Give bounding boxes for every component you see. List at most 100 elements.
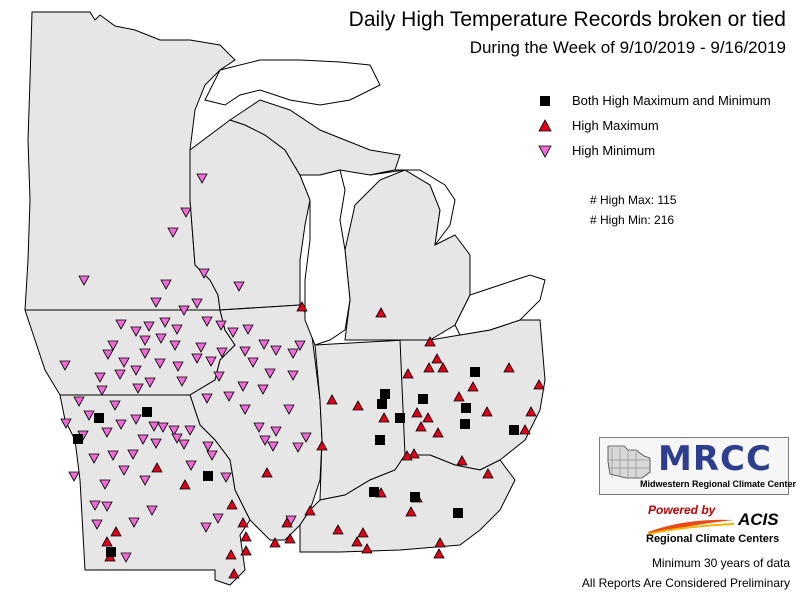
high-minimum-marker [94, 372, 106, 383]
high-minimum-marker [114, 369, 126, 380]
note-minimum-years: Minimum 30 years of data [651, 556, 790, 570]
high-minimum-marker [89, 500, 101, 511]
map-title: Daily High Temperature Records broken or… [348, 8, 786, 31]
high-minimum-marker [257, 384, 269, 395]
high-minimum-marker [107, 340, 119, 351]
high-minimum-marker [191, 353, 203, 364]
high-maximum-marker [432, 427, 444, 438]
high-minimum-marker [233, 281, 245, 292]
high-minimum-marker [139, 348, 151, 359]
high-minimum-marker [154, 358, 166, 369]
high-maximum-marker [110, 526, 122, 537]
high-minimum-marker [287, 370, 299, 381]
high-minimum-marker [171, 433, 183, 444]
high-maximum-marker [296, 301, 308, 312]
high-minimum-marker [195, 342, 207, 353]
high-minimum-marker [242, 324, 254, 335]
high-maximum-marker [405, 506, 417, 517]
high-minimum-marker [157, 422, 169, 433]
high-maximum-marker [151, 462, 163, 473]
high-maximum-marker [240, 531, 252, 542]
both-records-marker [375, 435, 385, 445]
high-minimum-marker [102, 349, 114, 360]
triangle-down-icon [538, 145, 552, 158]
high-maximum-marker [357, 527, 369, 538]
lakes [204, 59, 546, 346]
high-minimum-marker [185, 460, 197, 471]
high-minimum-marker [146, 505, 158, 516]
legend: Both High Maximum and Minimum High Maxim… [538, 88, 771, 163]
high-maximum-marker [228, 568, 240, 579]
high-minimum-marker [115, 319, 127, 330]
high-minimum-marker [292, 442, 304, 453]
high-minimum-marker [253, 422, 265, 433]
high-minimum-marker [60, 418, 72, 429]
high-minimum-marker [73, 396, 85, 407]
high-minimum-marker [267, 441, 279, 452]
high-minimum-marker [139, 475, 151, 486]
high-minimum-marker [202, 441, 214, 452]
acis-swoosh-icon [647, 519, 735, 535]
both-records-marker [460, 419, 470, 429]
state-kentucky [299, 454, 516, 553]
high-minimum-marker [83, 410, 95, 421]
high-minimum-marker [287, 348, 299, 359]
high-maximum-marker [519, 424, 531, 435]
high-minimum-marker [239, 346, 251, 357]
high-minimum-marker [118, 357, 130, 368]
high-minimum-marker [294, 340, 306, 351]
legend-label: Both High Maximum and Minimum [572, 93, 771, 108]
high-maximum-marker [503, 362, 515, 373]
high-minimum-marker [101, 501, 113, 512]
high-minimum-marker [127, 449, 139, 460]
high-minimum-marker [247, 357, 259, 368]
high-minimum-marker [239, 404, 251, 415]
mrcc-logo: MRCC Midwestern Regional Climate Center [599, 437, 796, 495]
high-maximum-marker [456, 455, 468, 466]
high-maximum-marker [482, 468, 494, 479]
high-minimum-marker [171, 324, 183, 335]
triangle-up-icon [538, 118, 552, 131]
high-maximum-marker [431, 353, 443, 364]
high-minimum-marker [137, 434, 149, 445]
lake-erie [454, 274, 546, 336]
high-minimum-marker [201, 393, 213, 404]
high-minimum-marker [101, 427, 113, 438]
high-minimum-marker [96, 385, 108, 396]
both-records-marker [395, 413, 405, 423]
high-minimum-marker [143, 321, 155, 332]
state-iowa [24, 309, 236, 396]
high-minimum-marker [178, 439, 190, 450]
square-icon [540, 95, 550, 106]
both-records-marker [377, 399, 387, 409]
high-maximum-marker [401, 450, 413, 461]
legend-item-high-max: High Maximum [538, 113, 771, 138]
high-minimum-marker [167, 227, 179, 238]
high-minimum-marker [205, 356, 217, 367]
high-maximum-marker [402, 368, 414, 379]
high-minimum-marker [212, 513, 224, 524]
high-minimum-marker [220, 472, 232, 483]
rcc-label: Regional Climate Centers [646, 533, 780, 545]
high-maximum-marker [269, 537, 281, 548]
both-records-marker [203, 471, 213, 481]
high-minimum-marker [223, 391, 235, 402]
state-minnesota [24, 11, 236, 311]
record-counts: # High Max: 115 # High Min: 216 [590, 190, 677, 230]
high-minimum-marker [206, 450, 218, 461]
high-minimum-marker [227, 327, 239, 338]
state-illinois [189, 304, 323, 541]
legend-label: High Maximum [572, 118, 659, 133]
high-maximum-marker [240, 545, 252, 556]
high-minimum-marker [148, 421, 160, 432]
legend-item-both: Both High Maximum and Minimum [538, 88, 771, 113]
high-maximum-marker [237, 517, 249, 528]
both-records-marker [369, 487, 379, 497]
high-minimum-marker [130, 365, 142, 376]
both-records-marker [380, 389, 390, 399]
high-maximum-marker [281, 517, 293, 528]
high-maximum-marker [326, 394, 338, 405]
high-minimum-marker [168, 425, 180, 436]
high-maximum-marker [433, 548, 445, 559]
high-maximum-marker [284, 533, 296, 544]
